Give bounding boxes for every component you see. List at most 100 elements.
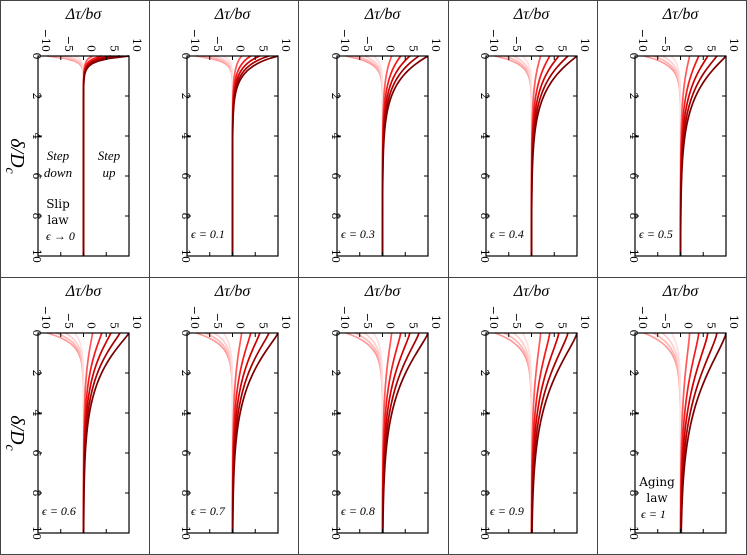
y-tick-label: 6 — [627, 450, 640, 457]
y-axis-title: δ/Dc — [2, 415, 28, 451]
annotation-step-down: Step — [47, 148, 70, 163]
x-axis-title: Δτ/bσ — [662, 6, 700, 23]
y-tick-label: 4 — [478, 410, 491, 417]
step-down-curve — [46, 332, 85, 533]
x-axis-title: Δτ/bσ — [513, 6, 551, 23]
step-up-curve — [679, 55, 727, 256]
epsilon-label: ϵ = 0.8 — [341, 504, 375, 518]
step-up-curve — [231, 332, 279, 534]
y-tick-label: 0 — [478, 53, 491, 60]
step-up-curve — [679, 55, 718, 256]
x-tick-label: −5 — [659, 313, 672, 329]
y-tick-label: 4 — [627, 133, 640, 140]
y-tick-label: 8 — [329, 213, 342, 220]
epsilon-label: ϵ = 0.3 — [341, 227, 375, 241]
step-up-curve — [231, 55, 279, 256]
y-tick-label: 6 — [478, 173, 491, 180]
x-tick-label: −10 — [188, 29, 201, 52]
epsilon-label: ϵ → 0 — [46, 229, 75, 243]
y-tick-label: 8 — [30, 213, 43, 220]
step-down-curve — [222, 332, 234, 533]
step-down-curve — [55, 332, 85, 533]
y-tick-label: 10 — [627, 249, 640, 263]
y-tick-label: 4 — [627, 410, 640, 417]
x-tick-label: −5 — [361, 313, 374, 329]
y-tick-label: 8 — [478, 490, 491, 497]
step-up-curve — [381, 55, 429, 256]
x-tick-label: −5 — [361, 36, 374, 52]
x-tick-label: −5 — [659, 36, 672, 52]
y-tick-label: 6 — [329, 173, 342, 180]
y-tick-label: 0 — [30, 53, 43, 60]
y-tick-label: 4 — [329, 133, 342, 140]
y-tick-label: 8 — [627, 213, 640, 220]
y-tick-label: 0 — [627, 330, 640, 337]
epsilon-label: ϵ = 0.4 — [490, 227, 524, 241]
y-tick-label: 10 — [179, 249, 192, 263]
panel-eps-9: Δτ/bσ −10 −5 0 5 10 0 2 4 6 8 10 ϵ = 0.9 — [478, 283, 591, 540]
x-tick-label: 0 — [384, 45, 397, 52]
x-tick-label: 0 — [85, 322, 98, 329]
y-tick-label: 4 — [179, 133, 192, 140]
y-tick-label: 4 — [179, 410, 192, 417]
step-up-curve — [82, 332, 121, 534]
x-tick-label: 5 — [704, 322, 717, 329]
y-tick-label: 6 — [478, 450, 491, 457]
x-tick-label: 5 — [256, 322, 269, 329]
x-tick-label: −5 — [62, 313, 75, 329]
step-up-curve — [82, 332, 130, 534]
y-tick-label: 2 — [179, 93, 192, 100]
x-tick-label: −10 — [338, 306, 351, 329]
y-tick-label: 2 — [179, 370, 192, 377]
x-tick-label: 10 — [429, 38, 442, 52]
step-down-curve — [195, 332, 234, 533]
step-up-curve — [231, 332, 270, 534]
x-axis-title: Δτ/bσ — [364, 6, 402, 23]
x-tick-label: 10 — [130, 38, 143, 52]
panel-eps-2: Δτ/bσ −10 −5 0 5 10 0 2 4 6 8 10 ϵ = 0.1 — [179, 6, 292, 263]
x-tick-label: −5 — [211, 36, 224, 52]
y-tick-label: 10 — [179, 526, 192, 540]
annotation-law: Aging — [638, 475, 675, 489]
annotation-law: law — [47, 213, 69, 227]
y-tick-label: 10 — [329, 249, 342, 263]
y-tick-label: 10 — [30, 249, 43, 263]
step-down-curve — [372, 55, 384, 256]
annotation-step-up: up — [103, 165, 117, 180]
y-tick-label: 0 — [329, 330, 342, 337]
y-tick-label: 2 — [329, 93, 342, 100]
x-tick-label: 10 — [429, 315, 442, 329]
x-tick-label: 5 — [555, 322, 568, 329]
x-tick-label: −10 — [487, 29, 500, 52]
x-axis-title: Δτ/bσ — [65, 283, 103, 300]
y-tick-label: 2 — [478, 93, 491, 100]
x-tick-label: −5 — [510, 313, 523, 329]
y-tick-label: 10 — [478, 526, 491, 540]
y-tick-label: 2 — [627, 93, 640, 100]
x-tick-label: 10 — [279, 38, 292, 52]
x-tick-label: −10 — [636, 306, 649, 329]
step-down-curve — [643, 55, 682, 256]
y-tick-label: 2 — [627, 370, 640, 377]
x-tick-label: 0 — [234, 45, 247, 52]
panel-eps-4: Δτ/bσ −10 −5 0 5 10 0 2 4 6 8 10 ϵ = 0.4 — [478, 6, 591, 263]
step-down-curve — [73, 55, 85, 256]
annotation-step-up: Step — [98, 148, 121, 163]
x-tick-label: 5 — [406, 45, 419, 52]
step-down-curve — [222, 55, 234, 256]
y-tick-label: 0 — [478, 330, 491, 337]
step-down-curve — [652, 55, 682, 256]
x-tick-label: −10 — [636, 29, 649, 52]
x-tick-label: 10 — [279, 315, 292, 329]
step-up-curve — [679, 332, 709, 534]
x-axis-title: Δτ/bσ — [513, 283, 551, 300]
panel-eps-8: Δτ/bσ −10 −5 0 5 10 0 2 4 6 8 10 ϵ = 0.8 — [329, 283, 442, 540]
y-tick-label: 10 — [478, 249, 491, 263]
step-up-curve — [680, 332, 727, 534]
step-up-curve — [530, 55, 578, 257]
step-down-curve — [363, 55, 384, 256]
y-tick-label: 10 — [627, 526, 640, 540]
